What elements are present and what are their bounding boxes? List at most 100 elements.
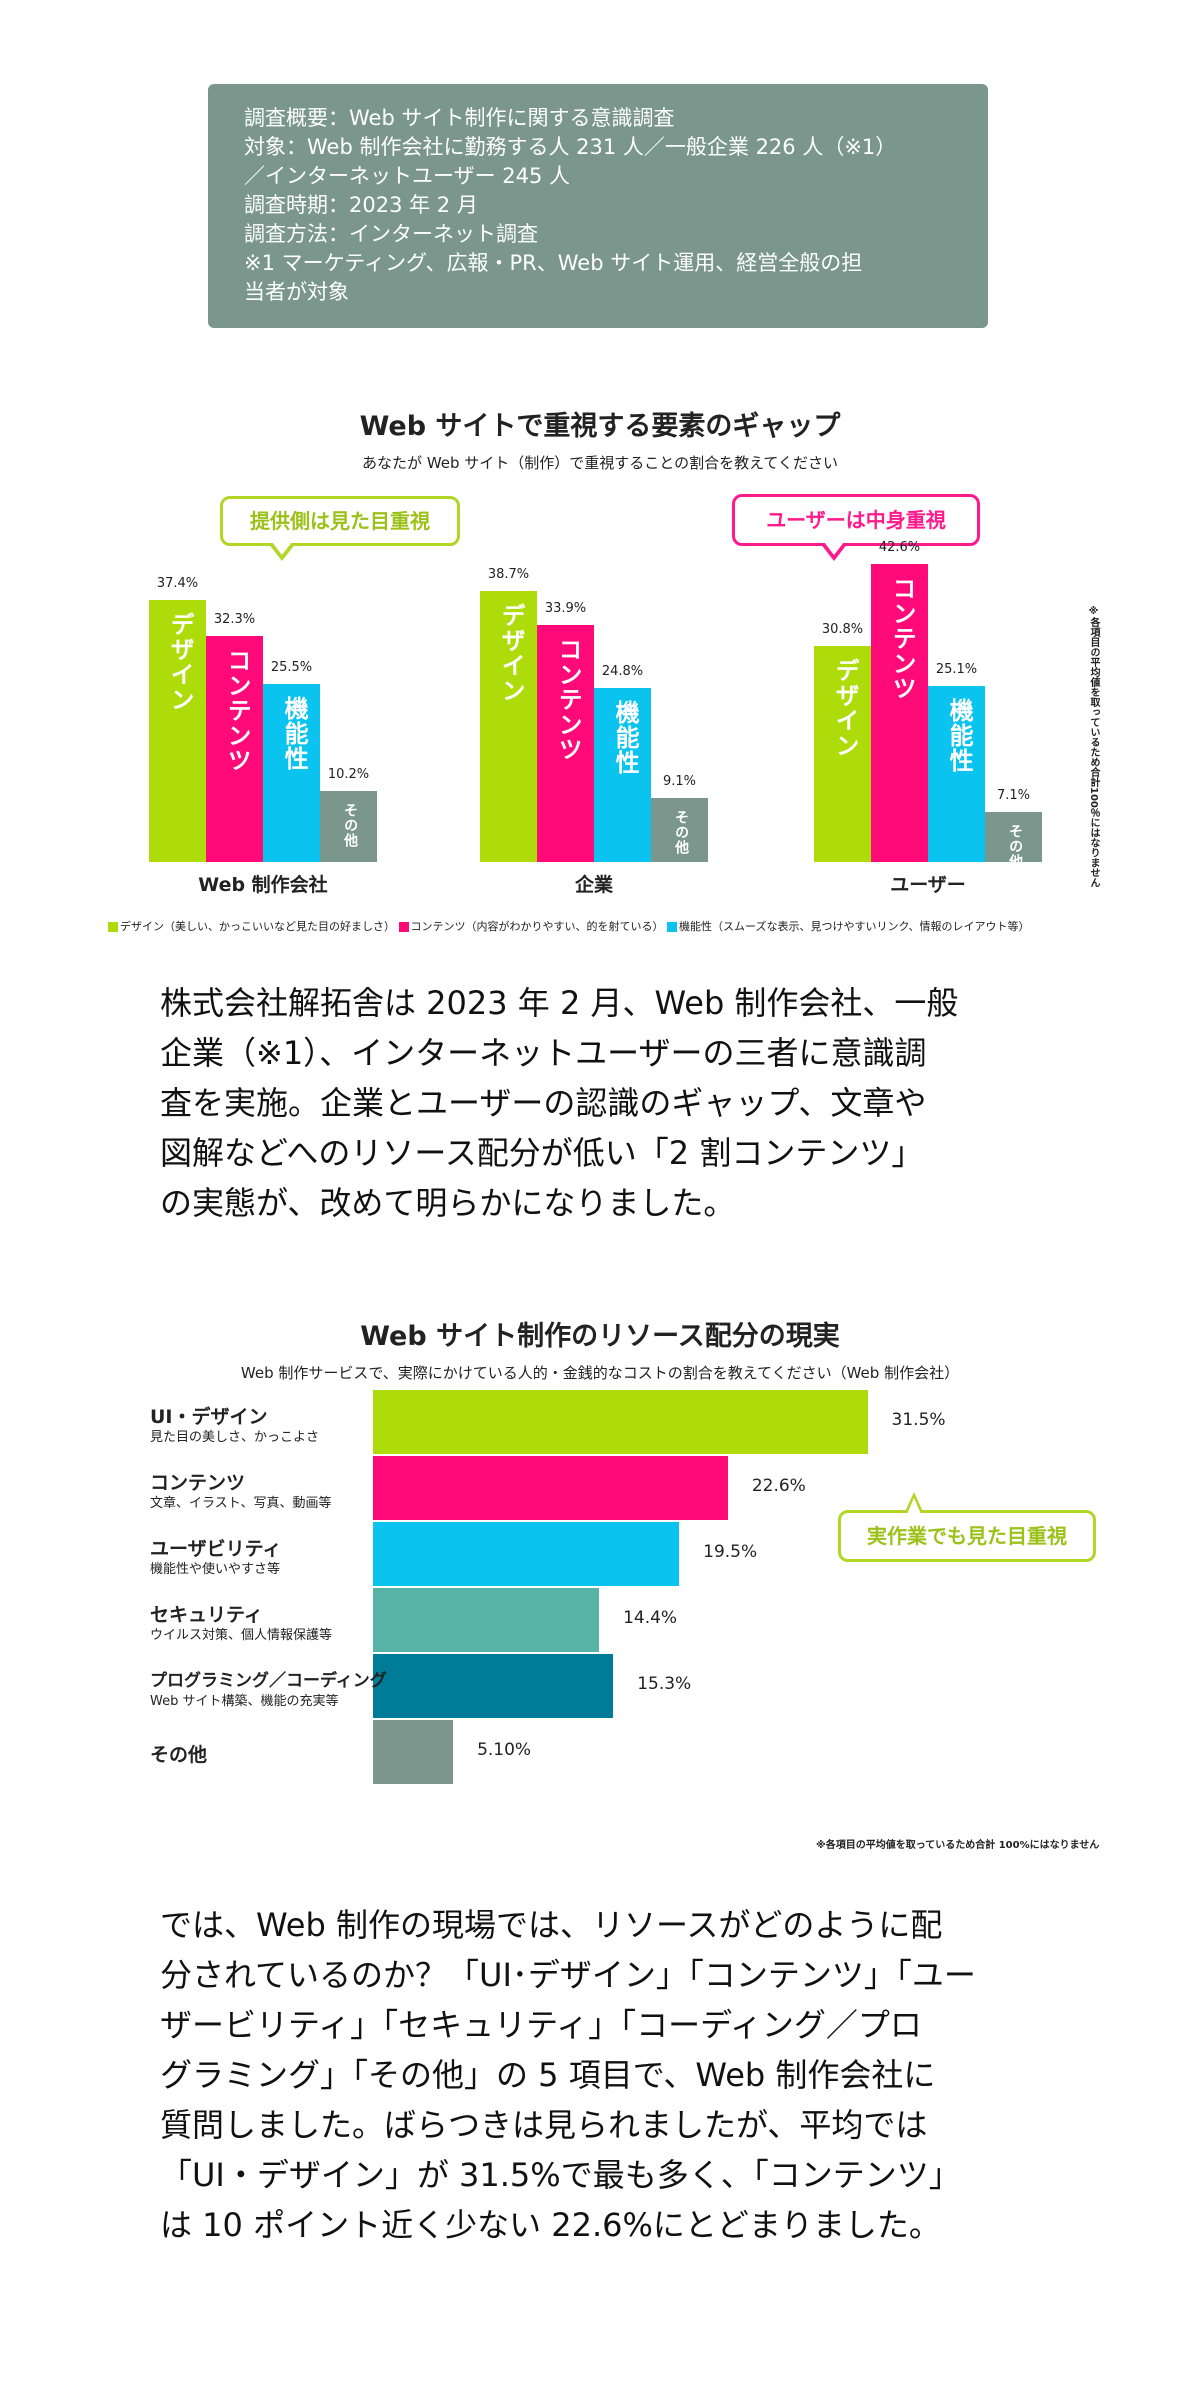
bar-value-label: 7.1%	[996, 788, 1031, 804]
bar-value-label: 38.7%	[487, 567, 530, 583]
bar-series-label: コンテンツ	[888, 575, 917, 701]
legend-design: デザイン（美しい、かっこいいなど見た目の好ましさ）	[120, 920, 395, 933]
bar-value-label: 37.4%	[156, 576, 199, 592]
bar-value-label: 25.5%	[270, 659, 313, 675]
callout-provider-tail-inner	[272, 542, 292, 555]
paragraph-line: の実態が、改めて明らかになりました。	[160, 1184, 736, 1222]
bar-series-label: その他	[673, 810, 690, 856]
bar-1-0	[480, 591, 537, 862]
callout-user-tail-inner	[824, 542, 844, 555]
hbar-category-label: コンテンツ	[150, 1472, 246, 1494]
paragraph-line: グラミング」「その他」の 5 項目で、Web 制作会社に	[160, 2056, 936, 2094]
hbar-value-label: 14.4%	[623, 1608, 678, 1628]
survey-line: 調査時期：2023 年 2 月	[244, 193, 478, 217]
bar-0-0	[149, 600, 206, 862]
hbar-2	[373, 1522, 680, 1586]
paragraph-line: では、Web 制作の現場では、リソースがどのように配	[160, 1906, 943, 1944]
hbar-3	[373, 1588, 600, 1652]
callout-resource-text: 実作業でも見た目重視	[867, 1524, 1067, 1548]
hbar-category-sublabel: 見た目の美しさ、かっこよさ	[150, 1430, 320, 1445]
legend-function: 機能性（スムーズな表示、見つけやすいリンク、情報のレイアウト等）	[679, 920, 1030, 933]
bar-1-3	[651, 798, 708, 862]
chart1-subtitle: あなたが Web サイト（制作）で重視することの割合を教えてください	[362, 454, 838, 472]
hbar-category-label: その他	[150, 1744, 208, 1766]
hbar-category-label: UI・デザイン	[150, 1406, 268, 1428]
paragraph-line: ザービリティ」「セキュリティ」「コーディング／プロ	[160, 2006, 922, 2044]
category-label: 企業	[574, 874, 613, 896]
paragraph-line: 査を実施。企業とユーザーの認識のギャップ、文章や	[160, 1084, 927, 1122]
bar-value-label: 30.8%	[821, 622, 864, 638]
callout-provider: 提供側は見た目重視	[220, 496, 460, 546]
hbar-category-sublabel: Web サイト構築、機能の充実等	[150, 1694, 339, 1709]
paragraph-line: 図解などへのリソース配分が低い「2 割コンテンツ」	[160, 1134, 924, 1172]
bar-value-label: 32.3%	[213, 611, 256, 627]
survey-line: 当者が対象	[244, 280, 349, 304]
chart1-title: Web サイトで重視する要素のギャップ	[359, 411, 841, 442]
bar-0-3	[320, 790, 377, 862]
bar-value-label: 33.9%	[544, 600, 587, 616]
hbar-value-label: 15.3%	[637, 1674, 692, 1694]
bar-0-1	[206, 635, 263, 862]
bar-series-label: コンテンツ	[223, 647, 252, 773]
survey-line: ※1 マーケティング、広報・PR、Web サイト運用、経営全般の担	[244, 251, 863, 275]
callout-resource: 実作業でも見た目重視	[838, 1510, 1096, 1562]
chart2-note: ※各項目の平均値を取っているため合計 100%にはなりません	[816, 1840, 1100, 1851]
bar-1-2	[594, 688, 651, 862]
hbar-5	[373, 1720, 454, 1784]
hbar-value-label: 19.5%	[703, 1542, 758, 1562]
survey-line: 調査方法：インターネット調査	[244, 222, 538, 246]
paragraph-line: 「UI・デザイン」が 31.5%で最も多く、「コンテンツ」	[160, 2156, 961, 2194]
bar-1-1	[537, 624, 594, 862]
hbar-value-label: 31.5%	[891, 1410, 946, 1430]
bar-0-2	[263, 683, 320, 862]
callout-resource-tail-inner	[907, 1498, 921, 1514]
bar-value-label: 10.2%	[327, 766, 370, 782]
paragraph-1: 株式会社解拓舎は 2023 年 2 月、Web 制作会社、一般 企業（※1）、イ…	[160, 978, 1060, 1228]
legend-swatch-content	[398, 922, 409, 932]
category-label: ユーザー	[890, 874, 966, 896]
legend-content: コンテンツ（内容がわかりやすい、的を射ている）	[410, 920, 664, 933]
paragraph-line: 分されているのか？「UI･デザイン」「コンテンツ」「ユー	[160, 1956, 976, 1994]
hbar-category-label: プログラミング／コーディング	[150, 1671, 387, 1691]
chart2-bars: 31.5% UI・デザイン見た目の美しさ、かっこよさ 22.6% コンテンツ文章、イラ…	[150, 1390, 946, 1784]
hbar-1	[373, 1456, 728, 1520]
hbar-category-sublabel: ウイルス対策、個人情報保護等	[150, 1628, 333, 1643]
callout-user: ユーザーは中身重視	[732, 494, 980, 546]
callout-provider-text: 提供側は見た目重視	[250, 509, 430, 533]
bar-series-label: その他	[1007, 824, 1024, 870]
callout-user-text: ユーザーは中身重視	[766, 508, 946, 532]
paragraph-line: は 10 ポイント近く少ない 22.6%にとどまりました。	[160, 2206, 941, 2244]
chart2-title: Web サイト制作のリソース配分の現実	[360, 1321, 840, 1352]
paragraph-line: 株式会社解拓舎は 2023 年 2 月、Web 制作会社、一般	[160, 984, 959, 1022]
bar-2-3	[985, 812, 1042, 862]
bar-series-label: デザイン	[831, 658, 860, 759]
chart2-subtitle: Web 制作サービスで、実際にかけている人的・金銭的なコストの割合を教えてくださ…	[240, 1364, 960, 1382]
bar-series-label: 機能性	[945, 698, 974, 774]
hbar-value-label: 5.10%	[477, 1740, 532, 1760]
legend-swatch-design	[108, 922, 118, 932]
bar-value-label: 25.1%	[935, 662, 978, 678]
legend-swatch-function	[667, 922, 677, 932]
survey-summary-box: 調査概要：Web サイト制作に関する意識調査 対象：Web 制作会社に勤務する人…	[208, 84, 988, 328]
survey-line: 調査概要：Web サイト制作に関する意識調査	[244, 106, 675, 130]
survey-line: 対象：Web 制作会社に勤務する人 231 人／一般企業 226 人（※1）	[244, 135, 897, 159]
chart1-bars: デザイン 37.4% コンテンツ 32.3% 機能性 25.5% その他 10.2% Web 制…	[0, 0, 1200, 920]
bar-value-label: 9.1%	[662, 774, 697, 790]
bar-value-label: 42.6%	[878, 539, 921, 555]
bar-2-0	[814, 646, 871, 862]
paragraph-line: 企業（※1）、インターネットユーザーの三者に意識調	[160, 1034, 927, 1072]
hbar-0	[373, 1390, 868, 1454]
paragraph-line: 質問しました。ばらつきは見られましたが、平均では	[160, 2106, 928, 2144]
hbar-category-sublabel: 文章、イラスト、写真、動画等	[150, 1496, 332, 1511]
bar-series-label: デザイン	[497, 603, 526, 704]
paragraph-2: では、Web 制作の現場では、リソースがどのように配 分されているのか？「UI･…	[160, 1900, 1060, 2250]
chart1-side-note: ※各項目の平均値を取っているため合計100％にはなりません	[1088, 606, 1099, 888]
bar-2-2	[928, 686, 985, 862]
bar-series-label: コンテンツ	[554, 636, 583, 762]
bar-series-label: その他	[342, 802, 359, 848]
hbar-category-label: ユーザビリティ	[150, 1538, 282, 1560]
bar-value-label: 24.8%	[601, 664, 644, 680]
bar-series-label: 機能性	[280, 695, 309, 771]
hbar-value-label: 22.6%	[751, 1476, 806, 1496]
chart1-legend: デザイン（美しい、かっこいいなど見た目の好ましさ） コンテンツ（内容がわかりやす…	[108, 918, 1029, 934]
